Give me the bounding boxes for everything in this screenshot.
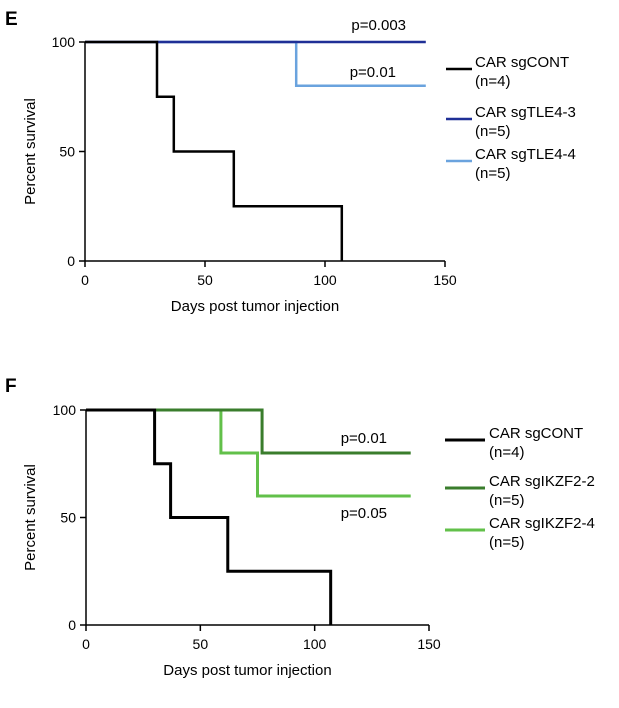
legend-label: CAR sgTLE4-3 [475,104,576,121]
y-tick-label: 50 [60,510,76,526]
x-tick-label: 100 [303,636,327,652]
x-tick-label: 50 [193,636,209,652]
panel-f: F 0 50 100 0 50 100 150 Days post tumor injectio… [5,376,595,679]
x-tick-label: 50 [197,272,213,288]
legend-label: CAR sgTLE4-4 [475,146,576,163]
legend-n: (n=4) [475,73,510,90]
p-value-label: p=0.01 [350,64,396,81]
y-tick-label: 0 [67,253,75,269]
series-line-0 [86,408,333,625]
legend-n: (n=5) [475,123,510,140]
legend-label: CAR sgCONT [475,54,569,71]
legend-n: (n=5) [489,492,524,509]
legend-label: CAR sgCONT [489,425,583,442]
series-line-1 [86,408,411,455]
panel-letter: F [5,376,17,397]
x-tick-label: 100 [313,272,337,288]
y-tick-label: 0 [68,617,76,633]
x-tick-label: 150 [433,272,457,288]
p-value-label: p=0.003 [351,17,406,34]
panel-e: E 0 50 100 0 50 100 150 Days post tumor injectio… [5,9,576,315]
y-tick-label: 100 [52,34,76,50]
x-tick-label: 0 [81,272,89,288]
legend-n: (n=5) [489,534,524,551]
y-axis-label: Percent survival [22,464,39,571]
x-axis-label: Days post tumor injection [163,662,331,679]
series-line-0 [85,40,344,261]
y-tick-label: 50 [59,144,75,160]
y-tick-label: 100 [53,402,77,418]
x-tick-label: 150 [417,636,441,652]
panel-letter: E [5,9,18,30]
legend-label: CAR sgIKZF2-4 [489,515,595,532]
p-value-label: p=0.05 [341,505,387,522]
x-axis-label: Days post tumor injection [171,298,339,315]
x-tick-label: 0 [82,636,90,652]
legend-n: (n=4) [489,444,524,461]
y-axis-label: Percent survival [22,98,39,205]
p-value-label: p=0.01 [341,430,387,447]
legend-n: (n=5) [475,165,510,182]
legend-label: CAR sgIKZF2-2 [489,473,595,490]
